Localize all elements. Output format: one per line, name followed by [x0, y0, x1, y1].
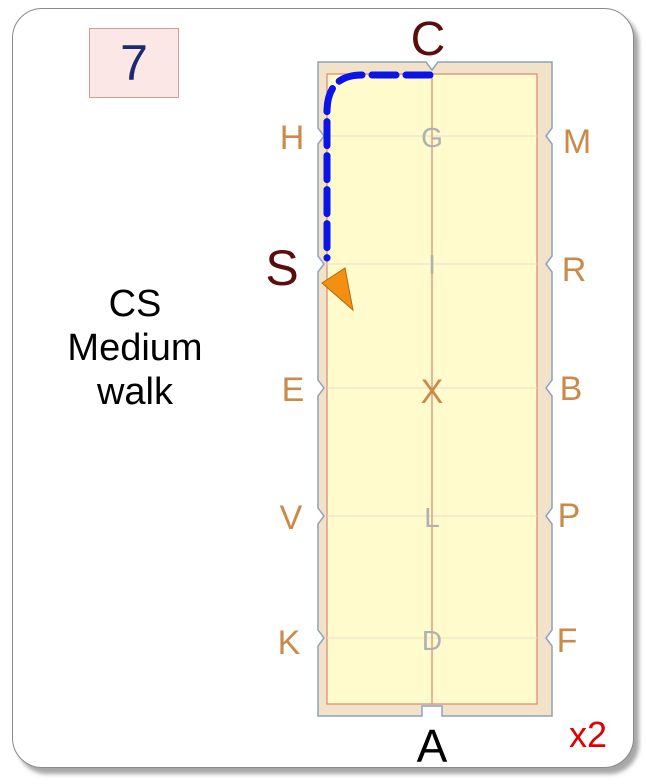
letter-r: R: [562, 251, 587, 289]
letter-m: M: [563, 123, 591, 161]
letter-c: C: [411, 13, 446, 66]
letter-b: B: [560, 370, 583, 408]
letter-a: A: [417, 720, 448, 772]
letter-f: F: [557, 622, 578, 660]
letter-s: S: [265, 240, 298, 296]
movement-description: CS Medium walk: [40, 282, 230, 414]
description-line-3: walk: [96, 371, 174, 413]
description-line-2: Medium: [67, 327, 203, 369]
repeat-count: x2: [569, 714, 608, 755]
movement-path: [323, 71, 434, 262]
letter-i: I: [428, 249, 436, 280]
letter-d: D: [422, 625, 442, 656]
description-line-1: CS: [108, 283, 162, 325]
letter-v: V: [280, 499, 303, 537]
letter-h: H: [280, 119, 305, 157]
letter-g: G: [421, 122, 443, 153]
movement-number: 7: [120, 35, 148, 91]
movement-number-box: 7: [89, 28, 179, 98]
letter-k: K: [278, 624, 301, 662]
letter-l: L: [424, 502, 440, 533]
letter-e: E: [282, 371, 305, 409]
direction-arrow: [321, 267, 354, 312]
letter-x: X: [421, 373, 444, 411]
letter-p: P: [558, 497, 581, 535]
